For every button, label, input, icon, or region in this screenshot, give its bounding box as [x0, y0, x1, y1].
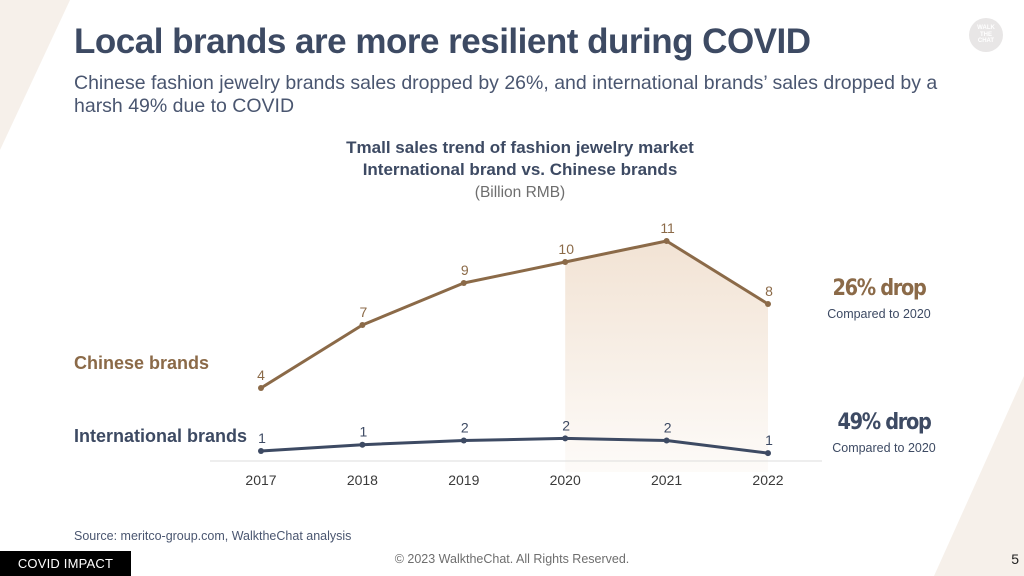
- corner-decoration-top-left: [0, 0, 70, 150]
- series-label-international: International brands: [74, 426, 248, 446]
- data-label-chinese-2018: 7: [360, 304, 368, 320]
- chinese-drop-compare: Compared to 2020: [827, 307, 931, 321]
- data-point-international-2017: [258, 448, 264, 454]
- data-point-chinese-2017: [258, 385, 264, 391]
- data-label-international-2022: 1: [765, 432, 773, 448]
- x-tick-label-2018: 2018: [347, 472, 378, 488]
- chart-subtitle: International brand vs. Chinese brands: [362, 160, 678, 179]
- slide-subtitle: Chinese fashion jewelry brands sales dro…: [74, 72, 938, 117]
- data-point-chinese-2019: [460, 280, 467, 286]
- data-point-chinese-2022: [765, 301, 771, 307]
- chinese-drop-value: 26% drop: [832, 276, 926, 301]
- data-point-chinese-2020: [562, 259, 569, 265]
- data-label-international-2018: 1: [360, 424, 368, 440]
- slide-title: Local brands are more resilient during C…: [74, 22, 811, 61]
- series-label-chinese: Chinese brands: [74, 353, 210, 373]
- x-tick-label-2020: 2020: [550, 472, 581, 488]
- copyright-notice: © 2023 WalktheChat. All Rights Reserved.: [394, 552, 630, 566]
- data-label-chinese-2020: 10: [558, 241, 574, 257]
- series-line-international: [260, 436, 769, 455]
- data-label-chinese-2019: 9: [461, 262, 469, 278]
- walkthechat-logo: WALK THE CHAT: [969, 18, 1003, 52]
- data-label-international-2020: 2: [562, 417, 570, 433]
- international-drop-value: 49% drop: [837, 410, 931, 435]
- international-drop-annotation: 49% drop Compared to 2020: [819, 410, 949, 455]
- section-badge: COVID IMPACT: [0, 551, 131, 576]
- data-point-chinese-2021: [663, 238, 670, 244]
- logo-text: WALK THE CHAT: [977, 25, 995, 45]
- corner-decoration-bottom-right: [934, 376, 1024, 576]
- data-point-international-2018: [359, 441, 366, 448]
- data-label-international-2021: 2: [664, 420, 672, 436]
- data-label-chinese-2021: 11: [660, 220, 675, 236]
- x-tick-label-2019: 2019: [448, 472, 479, 488]
- data-label-chinese-2017: 4: [257, 367, 265, 383]
- page-number: 5: [1011, 551, 1019, 567]
- international-drop-compare: Compared to 2020: [832, 441, 936, 455]
- series-line-chinese: [260, 239, 769, 390]
- data-label-international-2019: 2: [461, 420, 469, 436]
- source-note: Source: meritco-group.com, WalktheChat a…: [74, 529, 352, 543]
- data-point-international-2022: [765, 450, 771, 457]
- x-tick-label-2017: 2017: [245, 472, 276, 488]
- chinese-drop-annotation: 26% drop Compared to 2020: [814, 276, 944, 321]
- data-point-international-2019: [460, 437, 467, 444]
- data-point-international-2021: [663, 437, 670, 444]
- highlight-region: [565, 241, 768, 472]
- x-tick-label-2022: 2022: [752, 472, 783, 488]
- chart-title: Tmall sales trend of fashion jewelry mar…: [346, 138, 694, 157]
- x-tick-label-2021: 2021: [651, 472, 682, 488]
- data-point-chinese-2018: [359, 322, 366, 328]
- data-label-international-2017: 1: [258, 430, 266, 446]
- chart-unit: (Billion RMB): [474, 184, 566, 201]
- data-label-chinese-2022: 8: [765, 283, 773, 299]
- data-point-international-2020: [562, 435, 569, 442]
